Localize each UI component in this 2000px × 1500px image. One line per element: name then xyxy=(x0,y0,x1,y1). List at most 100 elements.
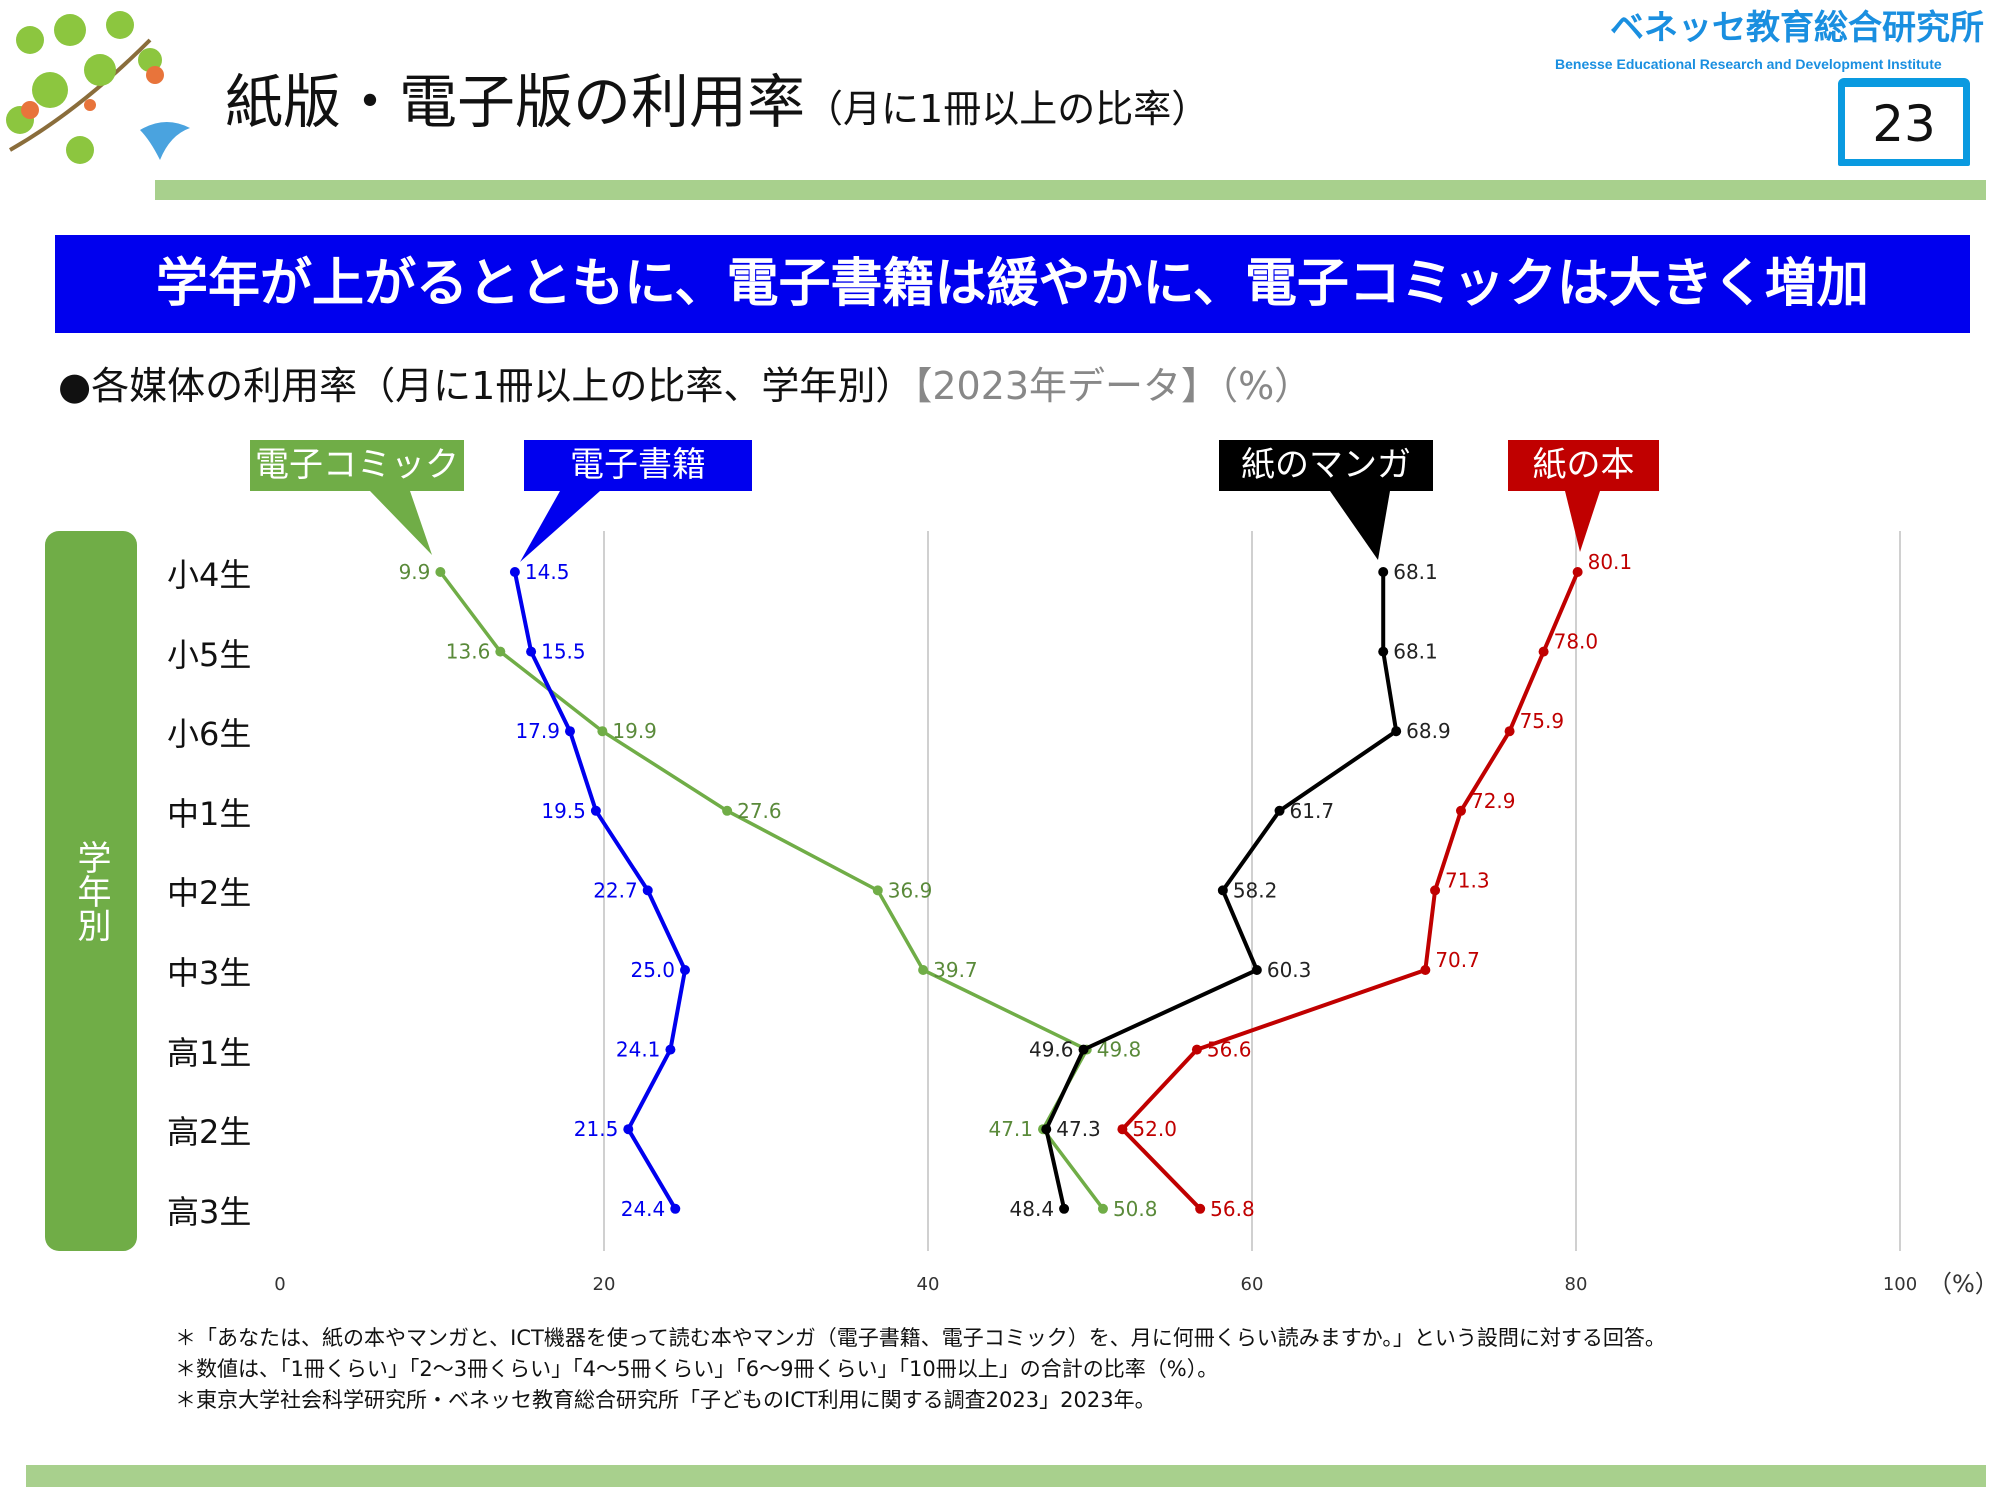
chart-subtitle: ●各媒体の利用率（月に1冊以上の比率、学年別）【2023年データ】（%） xyxy=(58,355,1312,410)
data-label: 24.4 xyxy=(621,1197,666,1221)
logo-japanese: ベネッセ教育総合研究所 xyxy=(1610,8,1984,48)
legend-pointer xyxy=(1565,491,1600,552)
data-point xyxy=(642,885,653,896)
data-point xyxy=(872,885,883,896)
footnote-1: ＊「あなたは、紙の本やマンガと、ICT機器を使って読む本やマンガ（電子書籍、電子… xyxy=(175,1326,1666,1350)
data-label: 36.9 xyxy=(888,878,933,902)
data-point xyxy=(1274,805,1285,816)
data-point xyxy=(1430,885,1441,896)
data-label: 19.9 xyxy=(612,719,657,743)
row-label: 高2生 xyxy=(167,1113,252,1152)
logo-english: Benesse Educational Research and Develop… xyxy=(1555,56,1942,72)
legend-tag-e-comic: 電子コミック xyxy=(250,440,464,491)
data-point xyxy=(680,965,690,975)
data-label: 15.5 xyxy=(541,640,586,664)
row-label: 高3生 xyxy=(167,1192,252,1231)
data-label: 56.8 xyxy=(1210,1197,1255,1221)
data-point xyxy=(722,805,733,816)
x-unit-label: （%） xyxy=(1928,1270,1999,1298)
data-point xyxy=(597,726,608,737)
subtitle-main: ●各媒体の利用率（月に1冊以上の比率、学年別） xyxy=(58,364,914,408)
subtitle-unit: （%） xyxy=(1219,364,1313,408)
data-label: 21.5 xyxy=(574,1117,619,1141)
data-label: 27.6 xyxy=(737,799,782,823)
data-point xyxy=(918,965,929,975)
subtitle-year: 【2023年データ】 xyxy=(913,364,1220,408)
data-label: 68.9 xyxy=(1406,719,1451,743)
data-label: 14.5 xyxy=(525,560,570,584)
x-tick-label: 40 xyxy=(917,1274,940,1295)
data-point xyxy=(1191,1044,1202,1055)
data-label: 71.3 xyxy=(1445,868,1490,892)
data-label: 58.2 xyxy=(1233,878,1278,902)
data-label: 75.9 xyxy=(1520,709,1565,733)
data-point xyxy=(1504,726,1515,737)
footnote-2: ＊数値は、「1冊くらい」「2〜3冊くらい」「4〜5冊くらい」「6〜9冊くらい」「… xyxy=(175,1357,1219,1381)
data-point xyxy=(1538,646,1549,657)
data-point xyxy=(1378,646,1389,657)
data-point xyxy=(435,567,446,577)
legend-tag-e-book: 電子書籍 xyxy=(524,440,752,491)
row-label: 小5生 xyxy=(167,635,252,674)
top-divider xyxy=(155,180,1986,200)
row-label: 中2生 xyxy=(167,874,252,913)
row-label: 中1生 xyxy=(167,794,252,833)
data-point xyxy=(564,726,575,737)
data-label: 61.7 xyxy=(1290,799,1335,823)
data-point xyxy=(1059,1203,1070,1214)
data-label: 72.9 xyxy=(1471,789,1516,813)
page-title: 紙版・電子版の利用率（月に1冊以上の比率） xyxy=(225,55,1209,139)
row-label: 小4生 xyxy=(167,556,252,594)
data-label: 22.7 xyxy=(593,878,638,902)
series-line-3 xyxy=(1119,571,1580,1211)
data-point xyxy=(670,1203,681,1214)
page-number-book-icon: 23 xyxy=(1838,78,1970,166)
x-tick-label: 80 xyxy=(1565,1274,1588,1295)
tree-decoration-icon xyxy=(6,11,190,164)
data-label: 60.3 xyxy=(1267,958,1312,982)
data-label: 47.1 xyxy=(988,1117,1033,1141)
data-point xyxy=(495,646,506,657)
data-point xyxy=(509,567,520,577)
data-point xyxy=(1378,567,1389,577)
footnote-3: ＊東京大学社会科学研究所・ベネッセ教育総合研究所「子どものICT利用に関する調査… xyxy=(175,1388,1156,1412)
data-label: 80.1 xyxy=(1588,550,1633,574)
bottom-divider xyxy=(26,1465,1986,1487)
data-label: 50.8 xyxy=(1113,1197,1158,1221)
row-label: 高1生 xyxy=(167,1033,252,1072)
data-point xyxy=(1251,965,1262,975)
data-point xyxy=(1117,1124,1128,1135)
data-label: 56.6 xyxy=(1207,1038,1252,1062)
data-label: 24.1 xyxy=(616,1038,661,1062)
legend-pointer xyxy=(1330,491,1390,560)
data-label: 47.3 xyxy=(1056,1117,1101,1141)
title-suffix: （月に1冊以上の比率） xyxy=(805,87,1210,131)
data-label: 9.9 xyxy=(399,560,431,584)
data-point xyxy=(1420,965,1431,975)
data-point xyxy=(1572,567,1583,577)
data-label: 68.1 xyxy=(1393,560,1438,584)
data-label: 13.6 xyxy=(446,640,491,664)
headline-banner: 学年が上がるとともに、電子書籍は緩やかに、電子コミックは大きく増加 xyxy=(55,235,1970,333)
data-point xyxy=(526,646,537,657)
x-tick-label: 100 xyxy=(1883,1274,1917,1295)
title-main: 紙版・電子版の利用率 xyxy=(225,68,806,136)
row-label: 小6生 xyxy=(167,715,252,754)
x-tick-label: 0 xyxy=(274,1274,285,1295)
data-point xyxy=(665,1044,676,1055)
legend-pointer xyxy=(520,491,600,562)
data-label: 78.0 xyxy=(1554,630,1599,654)
legend-tag-paper-manga: 紙のマンガ xyxy=(1219,440,1433,491)
grade-axis-label: 学年別 xyxy=(45,531,137,1251)
data-label: 25.0 xyxy=(630,958,675,982)
data-point xyxy=(1195,1203,1206,1214)
data-point xyxy=(1455,805,1466,816)
data-point xyxy=(1078,1044,1089,1055)
legend-pointer xyxy=(370,491,432,555)
page-number: 23 xyxy=(1872,95,1936,153)
data-point xyxy=(623,1124,634,1135)
data-label: 17.9 xyxy=(515,719,560,743)
data-point xyxy=(1391,726,1402,737)
data-label: 48.4 xyxy=(1010,1197,1055,1221)
